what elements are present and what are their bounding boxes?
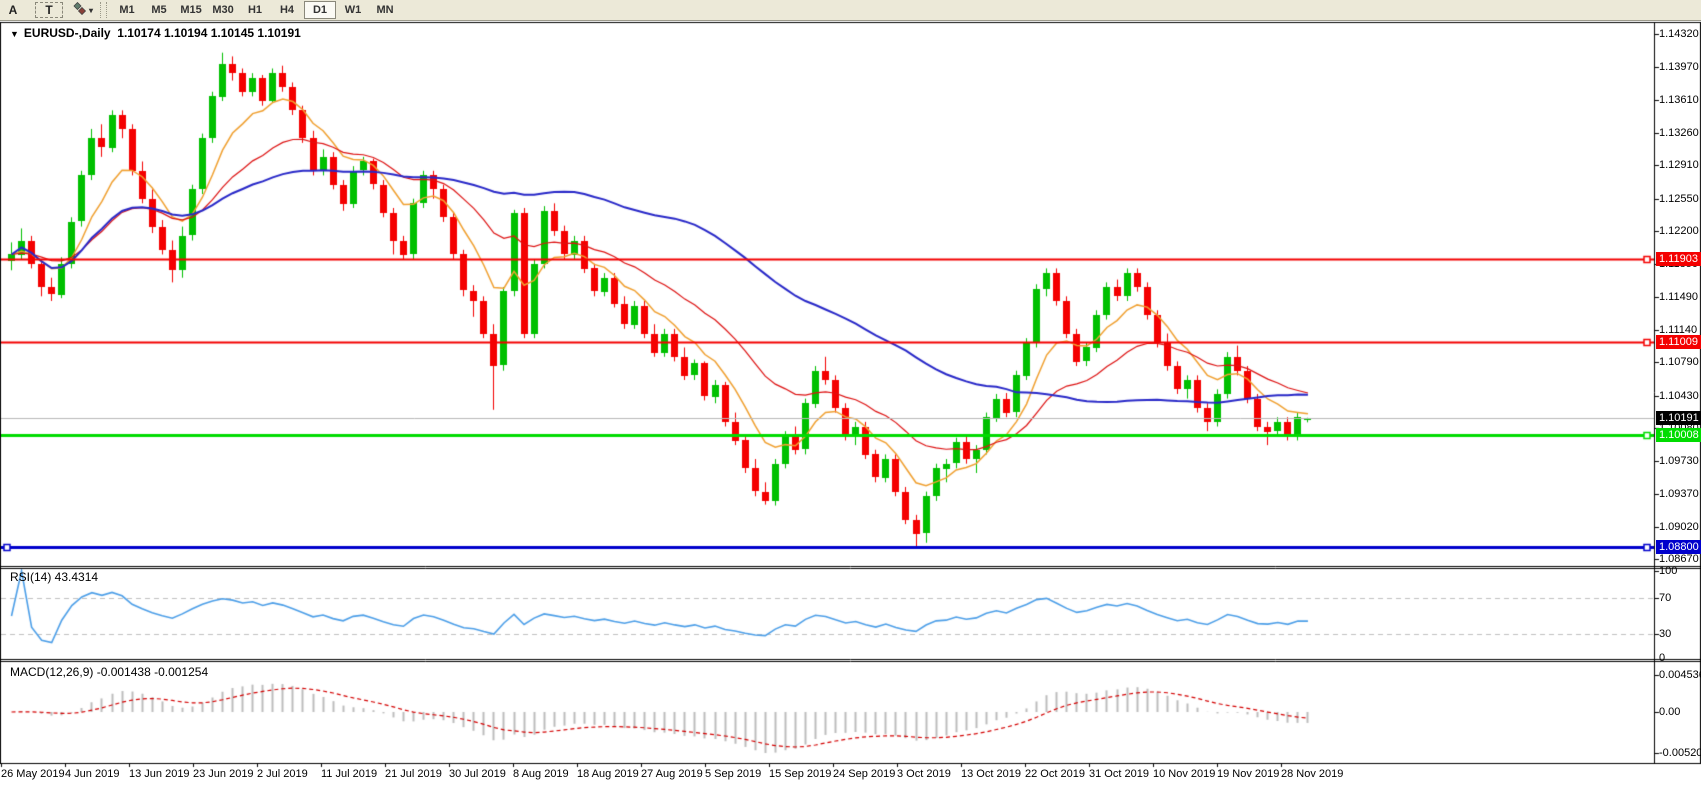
macd-indicator-label: MACD(12,26,9) -0.001438 -0.001254	[10, 665, 209, 679]
rsi-indicator-label: RSI(14) 43.4314	[10, 570, 99, 584]
timeframe-button-W1[interactable]: W1	[344, 4, 362, 16]
chart-symbol-period: EURUSD-,Daily	[23, 26, 111, 40]
timeframe-button-D1[interactable]: D1	[304, 1, 337, 19]
timeframe-button-M15[interactable]: M15	[180, 4, 202, 16]
toolbar: A T ▾ M1 M5 M15 M30 H1 H4 D1 W1 MN	[0, 0, 1701, 21]
timeframe-button-M1[interactable]: M1	[119, 4, 135, 16]
objects-dropdown-button[interactable]: ▾	[71, 1, 95, 18]
timeframe-button-MN[interactable]: MN	[376, 4, 394, 16]
chevron-down-icon: ▾	[89, 5, 94, 15]
shapes-dropdown-icon	[73, 1, 87, 18]
chart-title: ▼ EURUSD-,Daily 1.10174 1.10194 1.10145 1…	[10, 26, 301, 40]
timeframe-button-H1[interactable]: H1	[247, 4, 263, 16]
arrow-text-tool-button[interactable]: A	[8, 3, 18, 17]
toolbar-separator	[100, 2, 108, 18]
text-label-tool-button[interactable]: T	[35, 2, 63, 18]
timeframe-button-M30[interactable]: M30	[212, 4, 234, 16]
symbol-dropdown-icon: ▼	[10, 29, 19, 39]
chart-ohlc-readout: 1.10174 1.10194 1.10145 1.10191	[117, 26, 301, 40]
timeframe-button-M5[interactable]: M5	[151, 4, 167, 16]
timeframe-button-H4[interactable]: H4	[279, 4, 295, 16]
